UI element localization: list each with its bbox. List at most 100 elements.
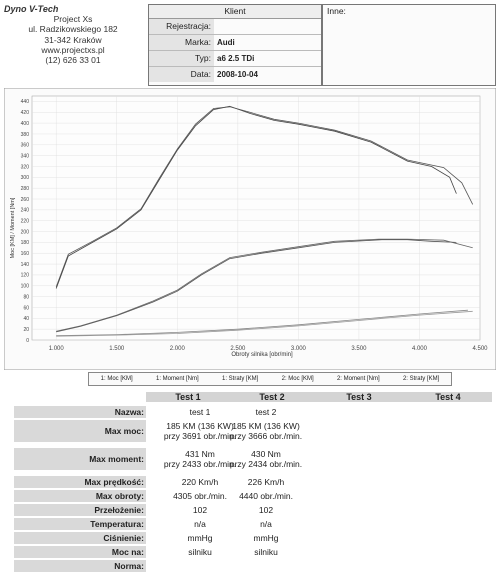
- client-row: Marka: Audi: [149, 35, 321, 51]
- legend-item: 1: Moc [KM]: [100, 376, 133, 382]
- test-1-value: n/a: [154, 519, 246, 529]
- company-info: Dyno V-Tech Project Xs ul. Radzikowskieg…: [4, 4, 142, 65]
- row-label: Max moment:: [14, 448, 146, 470]
- value-line: 430 Nm: [251, 449, 281, 459]
- y-tick-label: 360: [21, 143, 30, 149]
- test-2-value: test 2: [220, 407, 312, 417]
- value-line: silniku: [254, 547, 278, 557]
- client-field-value: Audi: [217, 38, 235, 47]
- test-2-value: n/a: [220, 519, 312, 529]
- company-line: ul. Radzikowskiego 182: [28, 24, 118, 35]
- test-2-value: 226 Km/h: [220, 477, 312, 487]
- value-line: przy 2434 obr./min.: [229, 459, 303, 469]
- value-line: 226 Km/h: [247, 477, 285, 487]
- value-line: przy 3666 obr./min.: [229, 431, 303, 441]
- column-header-test-1: Test 1: [146, 392, 230, 402]
- row-label: Przełożenie:: [14, 504, 146, 516]
- row-label: Ciśnienie:: [14, 532, 146, 544]
- y-tick-label: 20: [23, 327, 29, 333]
- y-tick-label: 120: [21, 273, 30, 279]
- y-tick-label: 260: [21, 197, 30, 203]
- value-line: n/a: [194, 519, 206, 529]
- y-tick-label: 380: [21, 132, 30, 138]
- company-line: Project Xs: [53, 14, 93, 25]
- value-line: przy 2433 obr./min.: [163, 459, 237, 469]
- y-tick-label: 200: [21, 229, 30, 235]
- value-line: 102: [192, 505, 208, 515]
- test-1-value: 431 Nm przy 2433 obr./min.: [154, 449, 246, 469]
- chart-legend: 1: Moc [KM] 1: Moment [Nm] 1: Straty [KM…: [88, 372, 452, 386]
- company-line: (12) 626 33 01: [45, 55, 101, 66]
- value-line: 185 KM (136 KW): [232, 421, 300, 431]
- y-tick-label: 300: [21, 175, 30, 181]
- column-header-test-3: Test 3: [314, 392, 404, 402]
- y-tick-label: 240: [21, 208, 30, 214]
- value-line: mmHg: [253, 533, 279, 543]
- row-label: Moc na:: [14, 546, 146, 558]
- test-1-value: 185 KM (136 KW) przy 3691 obr./min.: [154, 421, 246, 441]
- x-tick-label: 1.000: [49, 346, 65, 352]
- client-title: Klient: [149, 5, 321, 19]
- value-line: 102: [258, 505, 274, 515]
- company-brand: Dyno V-Tech: [4, 4, 59, 14]
- legend-item: 2: Moc [KM]: [281, 376, 314, 382]
- row-label: Max moc:: [14, 420, 146, 442]
- value-line: test 1: [189, 407, 211, 417]
- value-line: 220 Km/h: [181, 477, 219, 487]
- test-1-value: test 1: [154, 407, 246, 417]
- y-tick-label: 40: [23, 316, 29, 322]
- row-label: Nazwa:: [14, 406, 146, 418]
- test-2-value: 102: [220, 505, 312, 515]
- y-tick-label: 420: [21, 110, 30, 116]
- test-2-value: silniku: [220, 547, 312, 557]
- column-header-test-4: Test 4: [404, 392, 492, 402]
- y-tick-label: 440: [21, 99, 30, 105]
- y-tick-label: 100: [21, 284, 30, 290]
- client-field-label: Data:: [149, 67, 214, 82]
- test-2-value: 185 KM (136 KW) przy 3666 obr./min.: [220, 421, 312, 441]
- y-tick-label: 80: [23, 294, 29, 300]
- x-axis-label: Obroty silnika [obr/min]: [231, 352, 293, 358]
- x-tick-label: 1.500: [109, 346, 125, 352]
- x-tick-label: 2.500: [230, 346, 246, 352]
- legend-item: 1: Straty [KM]: [221, 376, 259, 382]
- x-tick-label: 3.000: [291, 346, 307, 352]
- row-label: Temperatura:: [14, 518, 146, 530]
- client-field-label: Marka:: [149, 35, 214, 50]
- y-tick-label: 140: [21, 262, 30, 268]
- x-tick-label: 3.500: [351, 346, 367, 352]
- value-line: 4440 obr./min.: [239, 491, 293, 501]
- client-field-value: 2008-10-04: [217, 70, 258, 79]
- value-line: 185 KM (136 KW): [166, 421, 234, 431]
- value-line: n/a: [260, 519, 272, 529]
- client-field-label: Typ:: [149, 51, 214, 66]
- y-tick-label: 60: [23, 305, 29, 311]
- value-line: 431 Nm: [185, 449, 215, 459]
- value-line: mmHg: [187, 533, 213, 543]
- value-line: silniku: [188, 547, 212, 557]
- legend-item: 2: Straty [KM]: [402, 376, 440, 382]
- test-2-value: 430 Nm przy 2434 obr./min.: [220, 449, 312, 469]
- series-line: [55, 105, 457, 289]
- dyno-chart: 0 20 40 60 80 100 120 140 160 180 200 220 240 260 280 3…: [4, 88, 496, 370]
- row-label: Norma:: [14, 560, 146, 572]
- test-1-value: 4305 obr./min.: [154, 491, 246, 501]
- y-tick-label: 400: [21, 121, 30, 127]
- test-1-value: silniku: [154, 547, 246, 557]
- series-line: [56, 309, 468, 337]
- y-tick-label: 160: [21, 251, 30, 257]
- x-tick-label: 4.500: [472, 346, 488, 352]
- y-tick-label: 280: [21, 186, 30, 192]
- client-field-value: a6 2.5 TDi: [217, 54, 255, 63]
- y-tick-label: 220: [21, 219, 30, 225]
- test-1-value: mmHg: [154, 533, 246, 543]
- client-box: Klient Rejestracja: Marka: Audi Typ: a6 …: [148, 4, 322, 86]
- legend-item: 1: Moment [Nm]: [155, 376, 199, 382]
- y-tick-label: 180: [21, 240, 30, 246]
- company-line: www.projectxs.pl: [41, 44, 105, 55]
- row-label: Max obroty:: [14, 490, 146, 502]
- y-tick-label: 320: [21, 164, 30, 170]
- company-line: 31-342 Kraków: [44, 34, 102, 45]
- x-tick-label: 2.000: [170, 346, 186, 352]
- y-axis-label: Moc [KM] / Moment [Nm]: [10, 197, 16, 258]
